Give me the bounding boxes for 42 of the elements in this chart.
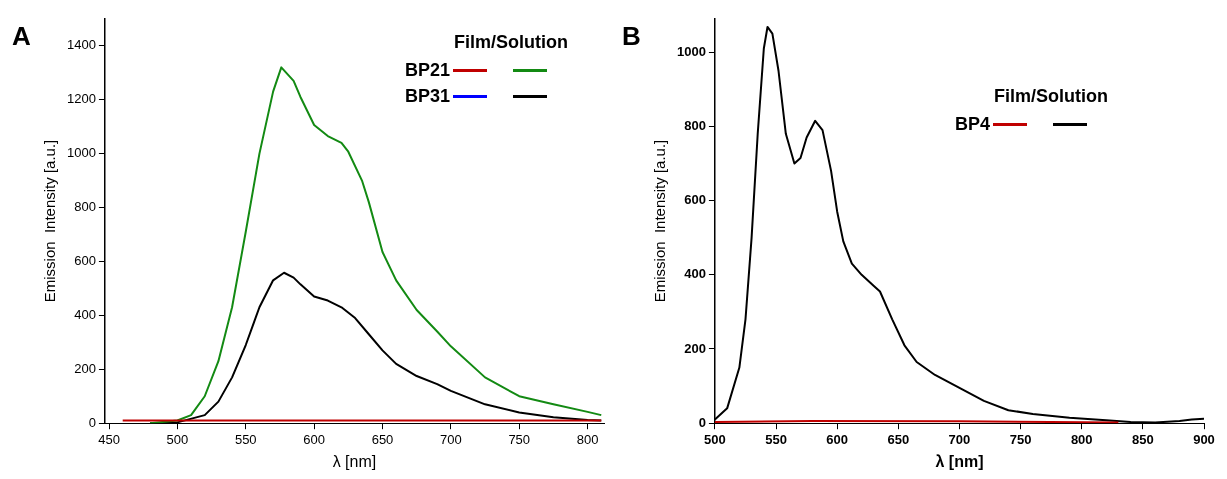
x-tick-label: 800: [576, 431, 599, 447]
legend-label: BP31: [403, 85, 450, 107]
x-tick-label: 550: [765, 431, 787, 447]
x-tick-label: 900: [1193, 431, 1215, 447]
legend-title: Film/Solution: [994, 86, 1108, 107]
x-tick-label: 800: [1070, 431, 1093, 447]
y-tick-label: 0: [698, 414, 706, 430]
y-tick-label: 1400: [67, 37, 96, 53]
x-tick-label: 700: [948, 431, 971, 447]
y-tick-label: 400: [74, 306, 96, 322]
y-tick-label: 600: [74, 253, 96, 269]
x-tick-label: 700: [440, 431, 462, 447]
x-tick-label: 600: [303, 431, 325, 447]
chart-title: B: [622, 20, 641, 51]
y-tick-label: 1000: [677, 43, 706, 59]
x-tick-label: 650: [371, 431, 394, 447]
y-tick-label: 600: [684, 192, 706, 208]
x-tick-label: 600: [826, 431, 849, 447]
chart-title: A: [12, 20, 31, 51]
legend-label: BP4: [954, 113, 990, 135]
y-tick-label: 0: [88, 414, 96, 430]
y-axis-title: Emission Intensity [a.u.]: [41, 139, 59, 303]
x-tick-label: 850: [1132, 431, 1154, 447]
y-tick-label: 400: [684, 266, 706, 282]
x-axis-title: λ [nm]: [935, 452, 984, 470]
y-tick-label: 1000: [67, 145, 96, 161]
x-tick-label: 750: [1009, 431, 1032, 447]
y-tick-label: 1200: [67, 91, 96, 107]
x-tick-label: 500: [704, 431, 726, 447]
legend-title: Film/Solution: [454, 32, 568, 53]
x-tick-label: 450: [98, 431, 120, 447]
y-tick-label: 800: [74, 199, 96, 215]
y-tick-label: 800: [684, 117, 706, 133]
x-tick-label: 500: [166, 431, 189, 447]
x-tick-label: 650: [887, 431, 910, 447]
x-tick-label: 750: [508, 431, 531, 447]
y-tick-label: 200: [684, 340, 706, 356]
y-tick-label: 200: [74, 360, 96, 376]
x-axis-title: λ [nm]: [332, 452, 377, 470]
x-tick-label: 550: [234, 431, 257, 447]
legend-label: BP21: [403, 59, 450, 81]
y-axis-title: Emission Intensity [a.u.]: [651, 139, 669, 303]
